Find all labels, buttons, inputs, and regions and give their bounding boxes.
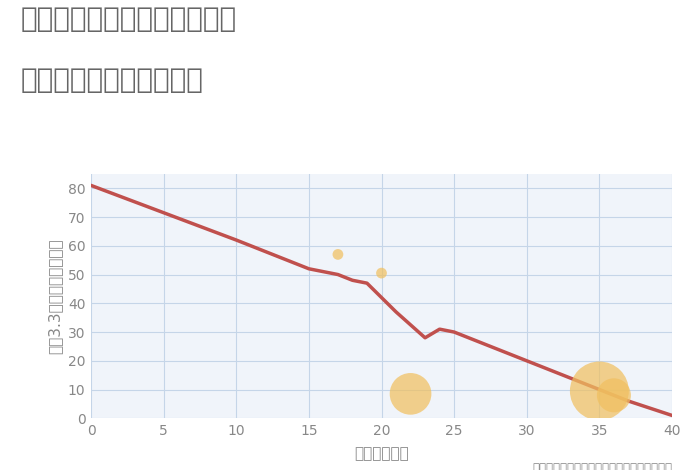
Text: 築年数別中古戸建て価格: 築年数別中古戸建て価格 [21,66,204,94]
Point [594,387,605,395]
Text: 円の大きさは、取引のあった物件面積を示す: 円の大きさは、取引のあった物件面積を示す [532,462,672,470]
Text: 兵庫県たつの市御津町岩見の: 兵庫県たつの市御津町岩見の [21,5,237,33]
Point [608,392,620,399]
X-axis label: 築年数（年）: 築年数（年） [354,446,409,461]
Point [332,251,344,258]
Y-axis label: 坪（3.3㎡）単価（万円）: 坪（3.3㎡）単価（万円） [48,238,62,354]
Point [405,390,416,398]
Point [376,269,387,277]
